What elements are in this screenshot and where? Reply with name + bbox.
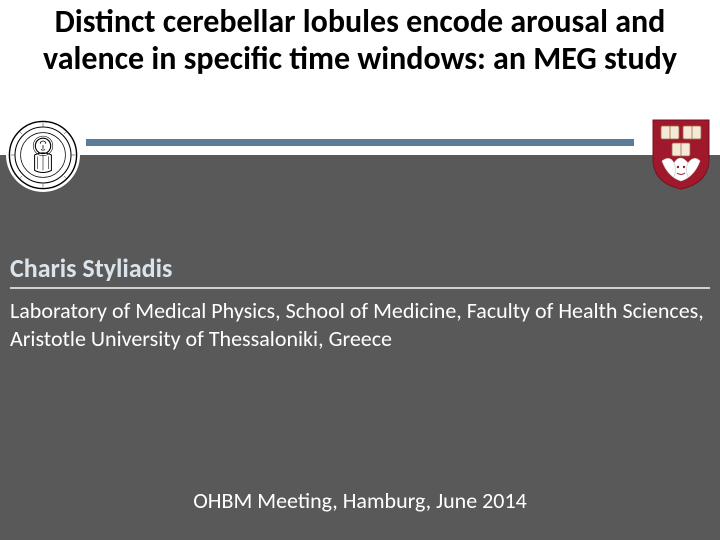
title-underline [86,139,634,146]
harvard-crest-icon [650,117,712,191]
affiliation-text: Laboratory of Medical Physics, School of… [10,297,710,352]
university-seal-icon [6,118,80,192]
author-underline [10,287,710,289]
slide-title: Distinct cerebellar lobules encode arous… [10,4,710,78]
footer-text: OHBM Meeting, Hamburg, June 2014 [0,487,720,514]
title-box: Distinct cerebellar lobules encode arous… [0,0,720,155]
author-name: Charis Styliadis [10,252,172,284]
